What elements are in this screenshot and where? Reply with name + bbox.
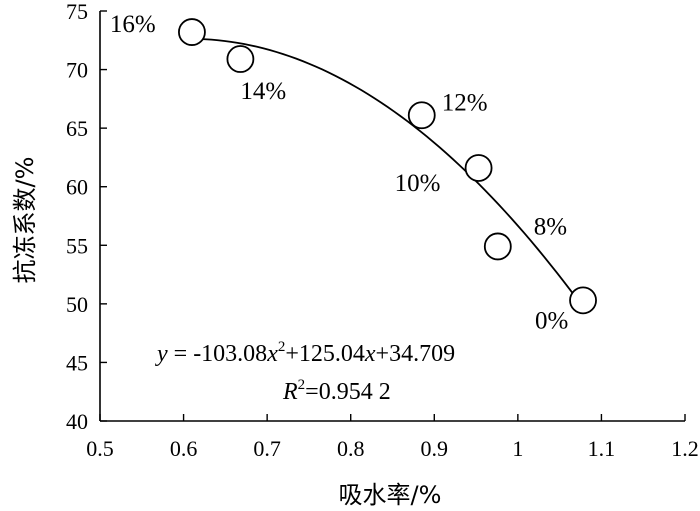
y-tick-label: 70 (66, 58, 88, 83)
y-axis-title: 抗冻系数/% (11, 157, 39, 284)
x-tick-label: 0.6 (170, 436, 198, 461)
data-points (178, 18, 597, 315)
eq-sup1: 2 (278, 339, 286, 355)
y-tick-label: 55 (66, 233, 88, 258)
x-axis-title: 吸水率/% (339, 481, 442, 509)
x-tick-label: 0.5 (86, 436, 114, 461)
point-label: 14% (240, 78, 286, 105)
x-tick-label: 0.9 (421, 436, 449, 461)
x-tick-label: 1.2 (671, 436, 699, 461)
y-tick-label: 65 (66, 116, 88, 141)
point-label: 10% (395, 170, 441, 197)
data-point (178, 18, 206, 46)
eq-part1: = -103.08 (168, 341, 268, 367)
y-tick-label: 75 (66, 0, 88, 24)
r-rest: =0.954 2 (305, 379, 391, 405)
y-tick-label: 40 (66, 409, 88, 434)
r-squared: R2=0.954 2 (282, 377, 391, 405)
point-label: 8% (534, 213, 567, 240)
axes: 0.5 0.6 0.7 0.8 0.9 1 1.1 1.2 40 45 50 55 60 65 70 75 (66, 0, 699, 461)
point-label: 16% (110, 11, 156, 38)
x-tick-label: 0.7 (253, 436, 281, 461)
data-point (569, 286, 597, 315)
point-label: 0% (535, 307, 568, 334)
x-tick-label: 1 (512, 436, 523, 461)
fit-equation: y = -103.08x2+125.04x+34.709 (155, 339, 455, 367)
y-tick-label: 50 (66, 292, 88, 317)
point-labels: 16% 14% 12% 10% 8% 0% (110, 11, 568, 334)
y-tick-label: 45 (66, 350, 88, 375)
x-tick-label: 0.8 (337, 436, 365, 461)
point-label: 12% (442, 89, 488, 116)
data-point (464, 154, 493, 182)
eq-x2: x (364, 341, 376, 367)
eq-y-var: y (155, 341, 168, 367)
data-point (483, 232, 512, 261)
data-point (226, 45, 255, 73)
eq-part3: +34.709 (376, 341, 456, 367)
y-tick-label: 60 (66, 175, 88, 200)
eq-part2: +125.04 (285, 341, 365, 367)
data-point (407, 101, 436, 130)
fit-curve (191, 37, 584, 308)
fit-curve-group (191, 37, 584, 308)
r-var: R (282, 379, 298, 405)
r-sup: 2 (298, 377, 306, 393)
eq-x1: x (266, 341, 278, 367)
x-tick-label: 1.1 (588, 436, 616, 461)
